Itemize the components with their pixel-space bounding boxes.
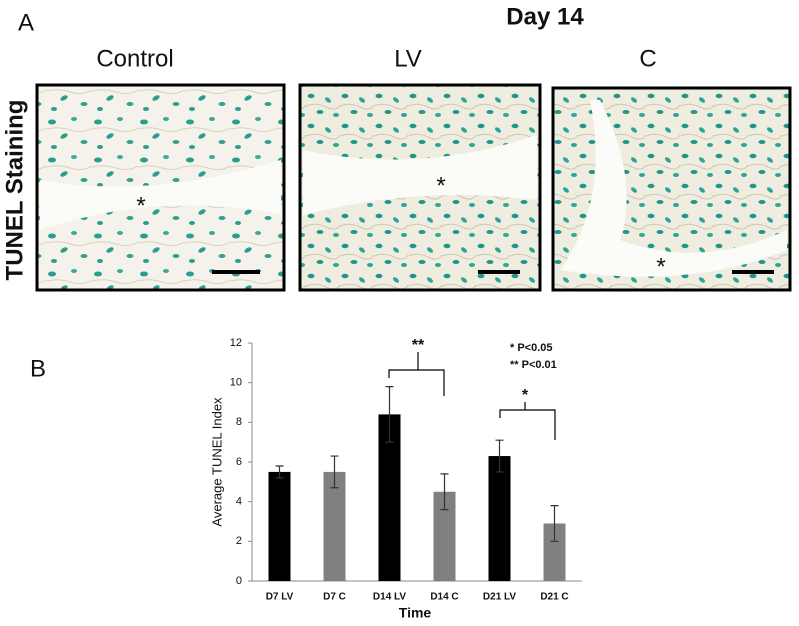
scale-bar: [212, 270, 260, 274]
column-label: Control: [96, 45, 173, 72]
row-label: TUNEL Staining: [1, 100, 28, 281]
y-tick-label: 6: [236, 456, 242, 468]
y-tick-label: 12: [230, 337, 242, 349]
panel-label: A: [18, 9, 34, 36]
panel-label: B: [30, 355, 46, 382]
bar: [433, 491, 456, 581]
error-bar: [495, 439, 504, 473]
significance-marker: *: [522, 387, 529, 404]
bar: [543, 523, 566, 581]
panel-title: Day 14: [506, 3, 584, 30]
y-tick-label: 0: [236, 575, 242, 587]
x-tick-label: D7 LV: [266, 592, 294, 603]
significance-bracket: [499, 402, 556, 440]
bar: [488, 456, 511, 581]
error-bar: [330, 455, 339, 489]
lumen-marker: *: [436, 172, 445, 199]
column-label: LV: [394, 45, 422, 72]
lumen: [303, 135, 537, 215]
x-tick-label: D21 LV: [483, 592, 516, 603]
lumen-marker: *: [656, 253, 665, 280]
error-bar: [440, 473, 449, 511]
error-bar: [275, 465, 284, 479]
lumen: [40, 160, 281, 230]
scale-bar: [732, 270, 774, 274]
x-tick-label: D14 LV: [373, 592, 406, 603]
x-tick-label: D7 C: [323, 592, 346, 603]
bar: [378, 414, 401, 581]
scale-bar: [478, 270, 520, 274]
y-tick-label: 8: [236, 416, 242, 428]
y-tick-label: 10: [230, 377, 242, 389]
bar: [268, 471, 291, 581]
column-label: C: [639, 45, 656, 72]
lumen-marker: *: [136, 192, 145, 219]
bar: [323, 471, 346, 581]
significance-bracket: [388, 352, 445, 396]
error-bar: [550, 505, 559, 542]
significance-marker: **: [412, 337, 425, 354]
y-tick-label: 4: [236, 496, 242, 508]
significance-key: * P<0.05: [510, 342, 553, 354]
significance-key: ** P<0.01: [510, 359, 557, 371]
y-tick-label: 2: [236, 535, 242, 547]
y-axis-title: Average TUNEL Index: [209, 397, 224, 527]
x-tick-label: D21 C: [540, 592, 568, 603]
error-bar: [385, 386, 394, 443]
x-axis-title: Time: [399, 605, 432, 621]
lumen: [560, 100, 787, 277]
x-tick-label: D14 C: [430, 592, 458, 603]
